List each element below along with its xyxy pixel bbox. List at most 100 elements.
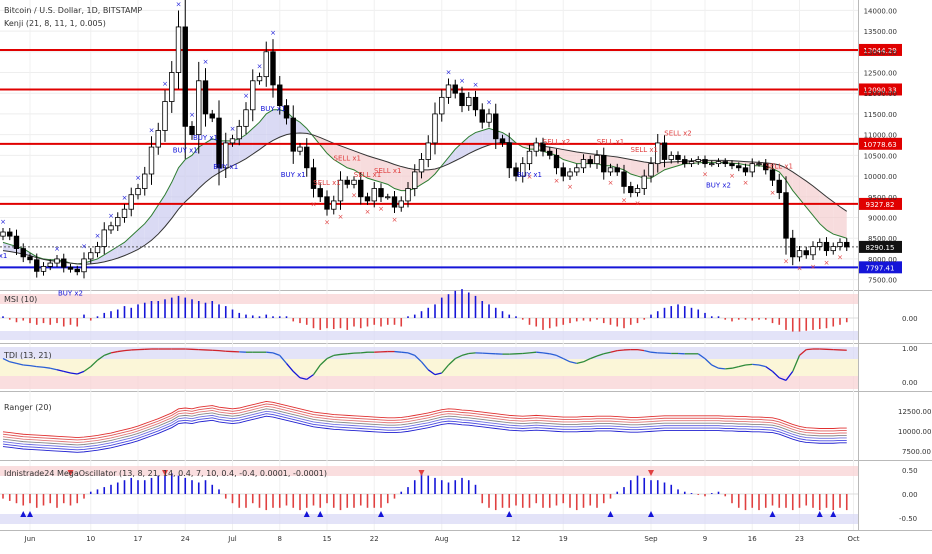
- candle-body: [500, 139, 505, 143]
- cloud-segment: [840, 207, 847, 238]
- candle-body: [352, 180, 357, 184]
- candle-body: [574, 168, 579, 172]
- candle-body: [622, 172, 627, 187]
- buy-marker: ×: [0, 218, 6, 226]
- sell-marker: ×: [743, 179, 749, 187]
- mega-tick-050: 0.50: [902, 467, 918, 475]
- candle-body: [331, 201, 336, 209]
- candle-body: [817, 242, 822, 246]
- candle-body: [757, 164, 762, 165]
- buy-marker: ×: [230, 125, 236, 133]
- candle-body: [95, 247, 100, 253]
- candle-body: [61, 259, 66, 267]
- buy-marker: ×: [162, 80, 168, 88]
- candle-body: [365, 197, 370, 201]
- candle-body: [709, 164, 714, 165]
- candle-body: [581, 160, 586, 168]
- candle-body: [325, 197, 330, 209]
- sell-marker: ×: [621, 197, 627, 205]
- candle-body: [493, 114, 498, 139]
- buy-marker: ×: [446, 68, 452, 76]
- price-tick-label: 8000.00: [868, 256, 897, 264]
- candle-body: [460, 93, 465, 105]
- candle-body: [439, 97, 444, 114]
- annotation-17: SELL x1: [766, 163, 794, 171]
- candle-body: [547, 151, 552, 155]
- candle-body: [642, 176, 647, 188]
- candle-body: [277, 85, 282, 106]
- tdi-segment: [361, 352, 368, 353]
- candle-body: [142, 174, 147, 189]
- candle-body: [28, 257, 33, 260]
- msi-panel-title: MSI (10): [4, 295, 37, 304]
- tdi-segment: [401, 352, 408, 353]
- candle-body: [696, 160, 701, 162]
- price-tick-label: 10500.00: [864, 152, 897, 160]
- candle-body: [345, 180, 350, 184]
- candle-body: [682, 160, 687, 164]
- cloud-segment: [206, 139, 213, 183]
- candle-body: [716, 162, 721, 164]
- buy-marker: ×: [54, 245, 60, 253]
- tdi-segment: [530, 352, 537, 353]
- date-tick-label: 24: [181, 535, 190, 543]
- candle-body: [41, 266, 46, 271]
- candle-body: [831, 247, 836, 251]
- sell-marker: ×: [554, 177, 560, 185]
- candle-body: [635, 189, 640, 193]
- sell-marker: ×: [702, 171, 708, 179]
- candle-body: [55, 259, 60, 263]
- candle-body: [244, 110, 249, 127]
- indicator-title: Kenji (21, 8, 11, 1, 0.005): [4, 19, 106, 28]
- price-tick-label: 10000.00: [864, 173, 897, 181]
- candle-body: [676, 155, 681, 159]
- candle-body: [534, 143, 539, 151]
- tdi-lower-band: [0, 376, 858, 389]
- candle-body: [183, 27, 188, 126]
- annotation-5: BUY x1: [260, 105, 285, 113]
- annotation-10: SELL x1: [374, 167, 402, 175]
- candle-body: [68, 267, 73, 269]
- candle-body: [446, 85, 451, 97]
- candle-body: [372, 189, 377, 201]
- date-tick-label: 12: [512, 535, 521, 543]
- candle-body: [433, 114, 438, 143]
- candle-body: [419, 160, 424, 172]
- sell-marker: ×: [770, 189, 776, 197]
- buy-marker: ×: [81, 242, 87, 250]
- candle-body: [392, 197, 397, 207]
- candle-body: [568, 172, 573, 176]
- tdi-segment: [651, 352, 658, 353]
- date-tick-label: 23: [795, 535, 804, 543]
- price-tick-label: 13000.00: [864, 49, 897, 57]
- candle-body: [156, 131, 161, 148]
- msi-upper-band: [0, 294, 858, 304]
- candle-body: [264, 52, 269, 77]
- tdi-tick-1: 1.00: [902, 345, 918, 353]
- candle-body: [230, 139, 235, 143]
- price-tick-label: 12500.00: [864, 70, 897, 78]
- mega-tick-000: 0.00: [902, 491, 918, 499]
- candle-body: [210, 114, 215, 118]
- msi-tick-0: 0.00: [902, 315, 918, 323]
- candle-body: [109, 226, 114, 230]
- candle-body: [480, 110, 485, 122]
- candle-body: [561, 168, 566, 176]
- date-tick-label: Oct: [847, 535, 859, 543]
- annotation-6: BUY x1: [281, 171, 306, 179]
- tdi-tick-0: 0.00: [902, 379, 918, 387]
- ranger-tick-10000: 10000.00: [898, 428, 931, 436]
- date-tick-label: 16: [748, 535, 757, 543]
- candle-body: [426, 143, 431, 160]
- buy-marker: ×: [473, 81, 479, 89]
- symbol-title: Bitcoin / U.S. Dollar, 1D, BITSTAMP: [4, 6, 142, 15]
- cloud-segment: [827, 197, 834, 234]
- sell-marker: ×: [378, 205, 384, 213]
- candle-body: [129, 195, 134, 210]
- annotation-8: SELL x1: [334, 154, 362, 162]
- tdi-panel-title: TDI (13, 21): [3, 351, 52, 360]
- cloud-segment: [185, 155, 192, 201]
- level-label-2: 10778.63: [863, 141, 896, 149]
